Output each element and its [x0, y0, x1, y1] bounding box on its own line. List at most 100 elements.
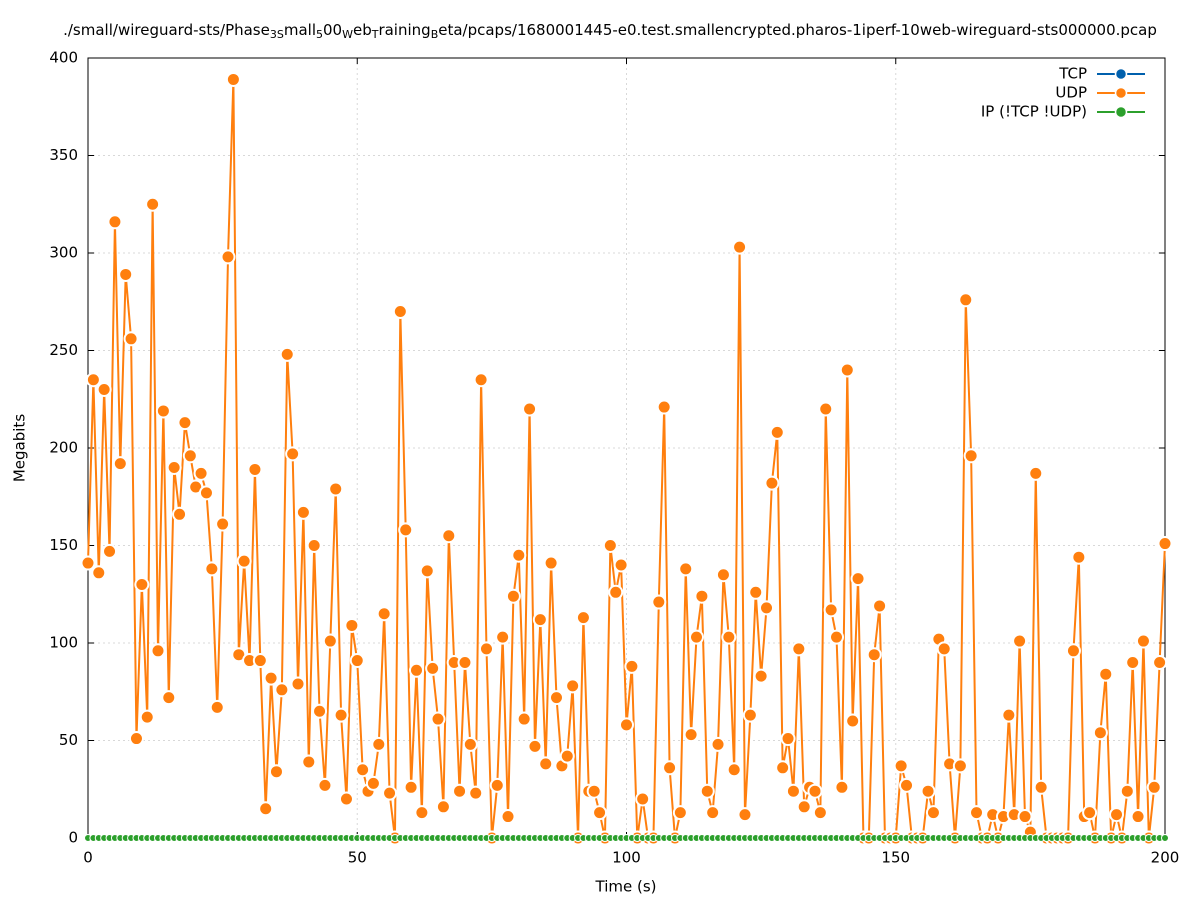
- data-point: [349, 653, 365, 669]
- data-point: [780, 731, 796, 747]
- title-part: eta/pcaps/1680001445-e0.test.smallencryp…: [438, 21, 1157, 39]
- data-point: [328, 481, 344, 497]
- data-point: [532, 612, 548, 628]
- data-point: [317, 777, 333, 793]
- data-point: [742, 707, 758, 723]
- title-part: ./small/wireguard-sts/Phase: [63, 21, 270, 39]
- data-point: [333, 707, 349, 723]
- data-point: [198, 485, 214, 501]
- data-point: [737, 807, 753, 823]
- data-point: [1146, 779, 1162, 795]
- data-point: [683, 727, 699, 743]
- data-point: [1012, 633, 1028, 649]
- data-point: [274, 682, 290, 698]
- data-point: [866, 647, 882, 663]
- data-point: [150, 643, 166, 659]
- data-point: [705, 805, 721, 821]
- data-point: [845, 713, 861, 729]
- data-point: [586, 783, 602, 799]
- data-point: [715, 567, 731, 583]
- data-point: [1109, 807, 1125, 823]
- data-point: [689, 629, 705, 645]
- x-tick-label: 50: [348, 849, 367, 867]
- data-point: [936, 641, 952, 657]
- data-point: [392, 304, 408, 319]
- data-point: [958, 292, 974, 308]
- data-point: [829, 629, 845, 645]
- legend-marker: [1114, 86, 1128, 100]
- data-point: [694, 588, 710, 604]
- data-point: [452, 783, 468, 799]
- x-tick-label: 0: [83, 849, 93, 867]
- legend-label: IP (!TCP !UDP): [981, 103, 1087, 121]
- data-point: [548, 690, 564, 706]
- data-point: [403, 779, 419, 795]
- title-part: 3S: [270, 28, 284, 41]
- data-point: [365, 775, 381, 791]
- data-point: [1125, 655, 1141, 670]
- data-point: [462, 736, 478, 752]
- data-point: [721, 629, 737, 645]
- data-point: [1028, 465, 1044, 481]
- data-point: [565, 678, 581, 694]
- data-point: [1135, 633, 1151, 649]
- y-axis-label: Megabits: [11, 414, 29, 482]
- data-point: [193, 465, 209, 481]
- data-point: [834, 779, 850, 795]
- data-point: [662, 760, 678, 776]
- data-point: [522, 401, 538, 417]
- data-point: [543, 555, 559, 571]
- title-part: eb: [353, 21, 372, 39]
- data-point: [279, 346, 295, 362]
- data-point: [592, 805, 608, 821]
- data-point: [602, 538, 618, 553]
- title-part: T: [371, 28, 379, 41]
- data-point: [759, 600, 775, 616]
- data-point: [818, 401, 834, 417]
- data-point: [107, 214, 123, 230]
- data-point: [775, 760, 791, 776]
- x-tick-label: 150: [881, 849, 910, 867]
- data-point: [344, 617, 360, 633]
- data-point: [473, 372, 489, 388]
- data-point: [182, 448, 198, 464]
- title-part: 5: [316, 28, 323, 41]
- data-point: [1161, 834, 1169, 842]
- data-point: [823, 602, 839, 618]
- data-point: [850, 571, 866, 587]
- data-point: [155, 403, 171, 419]
- data-point: [489, 777, 505, 793]
- x-tick-label: 100: [612, 849, 641, 867]
- data-point: [85, 372, 101, 388]
- title-part: W: [342, 28, 353, 41]
- data-point: [306, 538, 322, 553]
- data-point: [872, 598, 888, 614]
- data-point: [839, 362, 855, 378]
- data-point: [791, 641, 807, 657]
- data-point: [177, 415, 193, 431]
- data-point: [102, 543, 118, 559]
- data-point: [516, 711, 532, 727]
- data-point: [969, 805, 985, 821]
- data-point: [764, 475, 780, 491]
- data-point: [807, 783, 823, 799]
- data-point: [204, 561, 220, 577]
- data-point: [1157, 536, 1173, 552]
- data-point: [285, 446, 301, 462]
- title-part: 00: [323, 21, 342, 39]
- data-point: [619, 717, 634, 733]
- data-point: [112, 456, 128, 472]
- data-point: [118, 266, 134, 282]
- data-point: [430, 711, 446, 727]
- y-tick-label: 300: [49, 244, 78, 262]
- data-point: [699, 783, 715, 799]
- data-point: [355, 762, 371, 778]
- data-point: [678, 561, 694, 577]
- data-point: [338, 791, 354, 807]
- data-point: [1130, 809, 1146, 825]
- data-point: [295, 504, 311, 520]
- data-point: [398, 522, 414, 538]
- data-point: [1119, 783, 1135, 799]
- data-point: [893, 758, 909, 774]
- data-point: [80, 555, 96, 571]
